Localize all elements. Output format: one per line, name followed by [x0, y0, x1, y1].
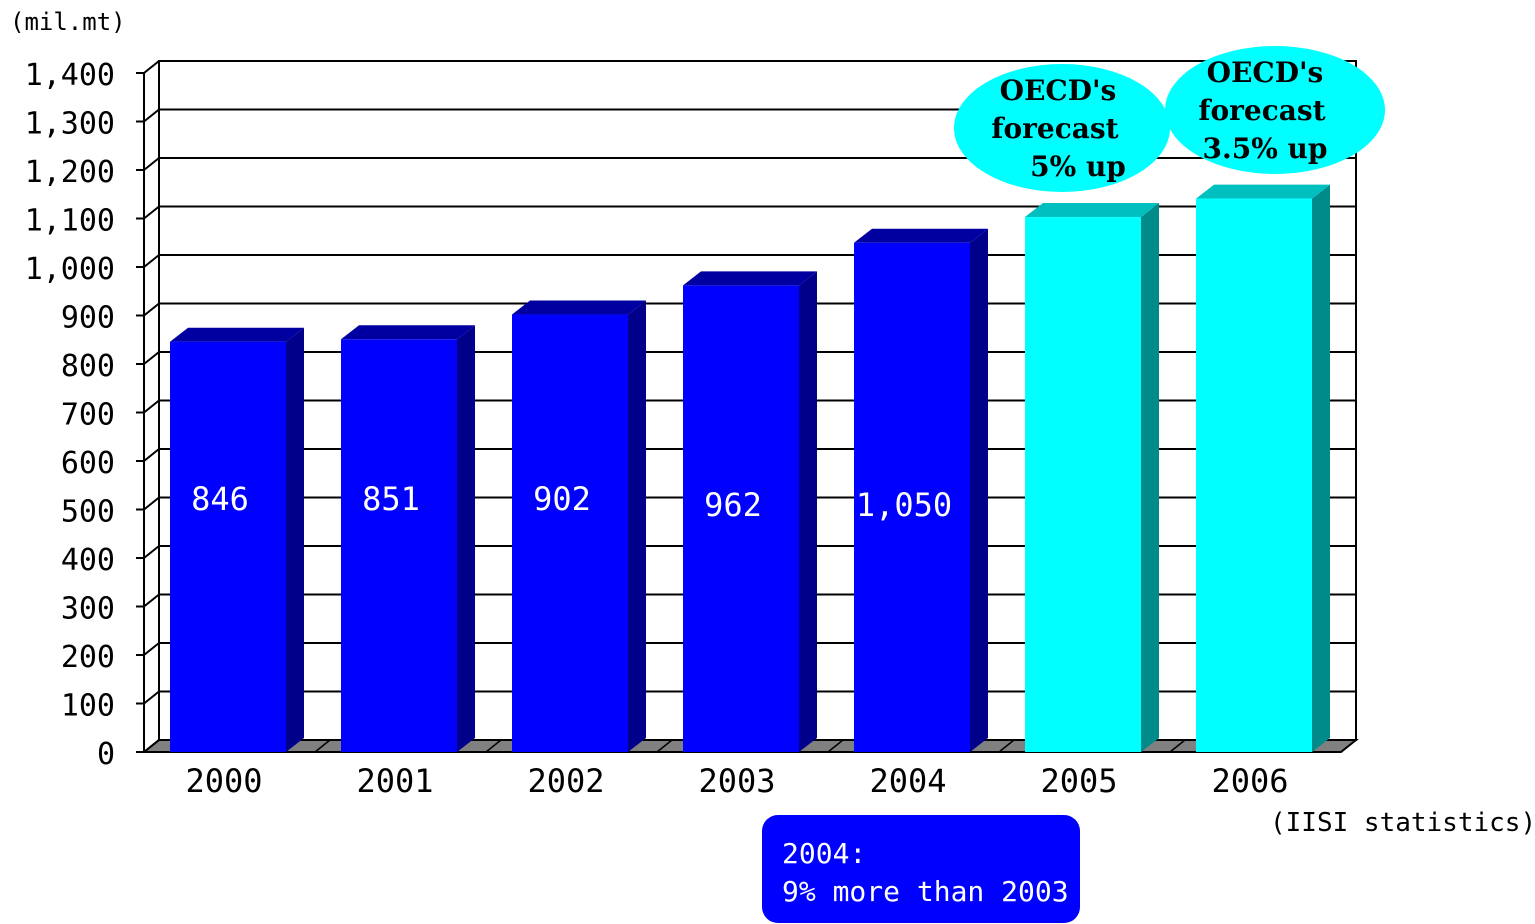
bar-side-2004 — [970, 228, 988, 752]
y-tick-label: 0 — [97, 737, 115, 772]
y-tick-label: 600 — [61, 446, 115, 481]
bar-top-2000 — [170, 327, 304, 342]
bar-side-2000 — [286, 327, 304, 752]
bar-top-2005 — [1025, 203, 1159, 218]
note-box: 2004: 9% more than 2003 — [762, 815, 1080, 923]
bar-top-2003 — [683, 271, 817, 286]
x-tick-label-2002: 2002 — [527, 762, 604, 800]
x-tick-label-2004: 2004 — [869, 762, 946, 800]
forecast-bubble-text-2005: OECD's — [1000, 74, 1117, 107]
y-tick-mark — [143, 60, 160, 74]
y-tick-mark — [143, 690, 160, 705]
x-tick-mark — [1169, 739, 1186, 753]
data-label-2003: 962 — [704, 486, 762, 524]
y-tick-label: 200 — [61, 640, 115, 675]
bar-2004 — [854, 242, 970, 752]
y-tick-label: 1,300 — [25, 107, 115, 142]
y-tick-mark — [143, 302, 160, 317]
data-label-2004: 1,050 — [856, 486, 952, 524]
bar-2002 — [512, 314, 628, 752]
data-label-2002: 902 — [533, 480, 591, 518]
y-tick-mark — [143, 157, 160, 171]
y-tick-label: 500 — [61, 495, 115, 530]
x-tick-mark — [998, 739, 1015, 753]
bar-top-2004 — [854, 228, 988, 243]
y-tick-label: 900 — [61, 301, 115, 336]
data-label-2000: 846 — [191, 480, 249, 518]
y-tick-mark — [143, 642, 160, 656]
y-tick-label: 1,200 — [25, 155, 115, 190]
y-axis-unit-label: (mil.mt) — [10, 8, 126, 36]
forecast-bubble-2006 — [1165, 46, 1385, 174]
forecast-bubble-text-2005: forecast — [991, 112, 1118, 145]
x-tick-label-2006: 2006 — [1211, 762, 1288, 800]
y-tick-mark — [143, 448, 160, 462]
bar-side-2003 — [799, 271, 817, 752]
note-line-2: 9% more than 2003 — [782, 875, 1069, 908]
bar-top-2006 — [1196, 184, 1330, 199]
x-tick-mark — [827, 739, 844, 753]
y-tick-label: 700 — [61, 398, 115, 433]
forecast-bubble-2005 — [954, 64, 1170, 192]
note-line-1: 2004: — [782, 837, 867, 870]
bar-side-2002 — [628, 300, 646, 752]
x-tick-mark — [485, 739, 502, 753]
y-tick-mark — [143, 399, 160, 414]
y-tick-mark — [143, 739, 160, 753]
x-tick-mark — [656, 739, 673, 753]
x-tick-label-2003: 2003 — [698, 762, 775, 800]
bar-top-2001 — [341, 325, 475, 340]
forecast-bubble-text-2006: forecast — [1198, 94, 1325, 127]
bar-2005 — [1025, 217, 1141, 753]
y-tick-mark — [143, 545, 160, 559]
forecast-bubble-text-2005: 5% up — [1030, 150, 1126, 183]
y-tick-label: 1,100 — [25, 204, 115, 239]
y-tick-mark — [143, 593, 160, 608]
y-tick-label: 100 — [61, 689, 115, 724]
y-tick-label: 1,000 — [25, 252, 115, 287]
y-tick-label: 400 — [61, 543, 115, 578]
y-tick-label: 1,400 — [25, 58, 115, 93]
y-tick-mark — [143, 205, 160, 220]
bar-2003 — [683, 285, 799, 752]
x-tick-label-2000: 2000 — [185, 762, 262, 800]
source-label: (IISI statistics) — [1270, 808, 1535, 838]
bar-2001 — [341, 339, 457, 752]
bar-side-2006 — [1312, 184, 1330, 753]
forecast-bubble-text-2006: 3.5% up — [1202, 132, 1327, 165]
y-tick-mark — [143, 496, 160, 511]
y-tick-mark — [143, 254, 160, 268]
bar-2000 — [170, 341, 286, 752]
y-tick-label: 300 — [61, 592, 115, 627]
x-tick-mark — [314, 739, 331, 753]
bar-side-2001 — [457, 325, 475, 752]
x-tick-label-2001: 2001 — [356, 762, 433, 800]
data-label-2001: 851 — [362, 480, 420, 518]
bar-top-2002 — [512, 300, 646, 315]
y-tick-mark — [143, 351, 160, 365]
y-tick-label: 800 — [61, 349, 115, 384]
bar-side-2005 — [1141, 203, 1159, 753]
forecast-bubble-text-2006: OECD's — [1207, 56, 1324, 89]
x-tick-label-2005: 2005 — [1040, 762, 1117, 800]
y-tick-mark — [143, 108, 160, 123]
bar-2006 — [1196, 198, 1312, 753]
